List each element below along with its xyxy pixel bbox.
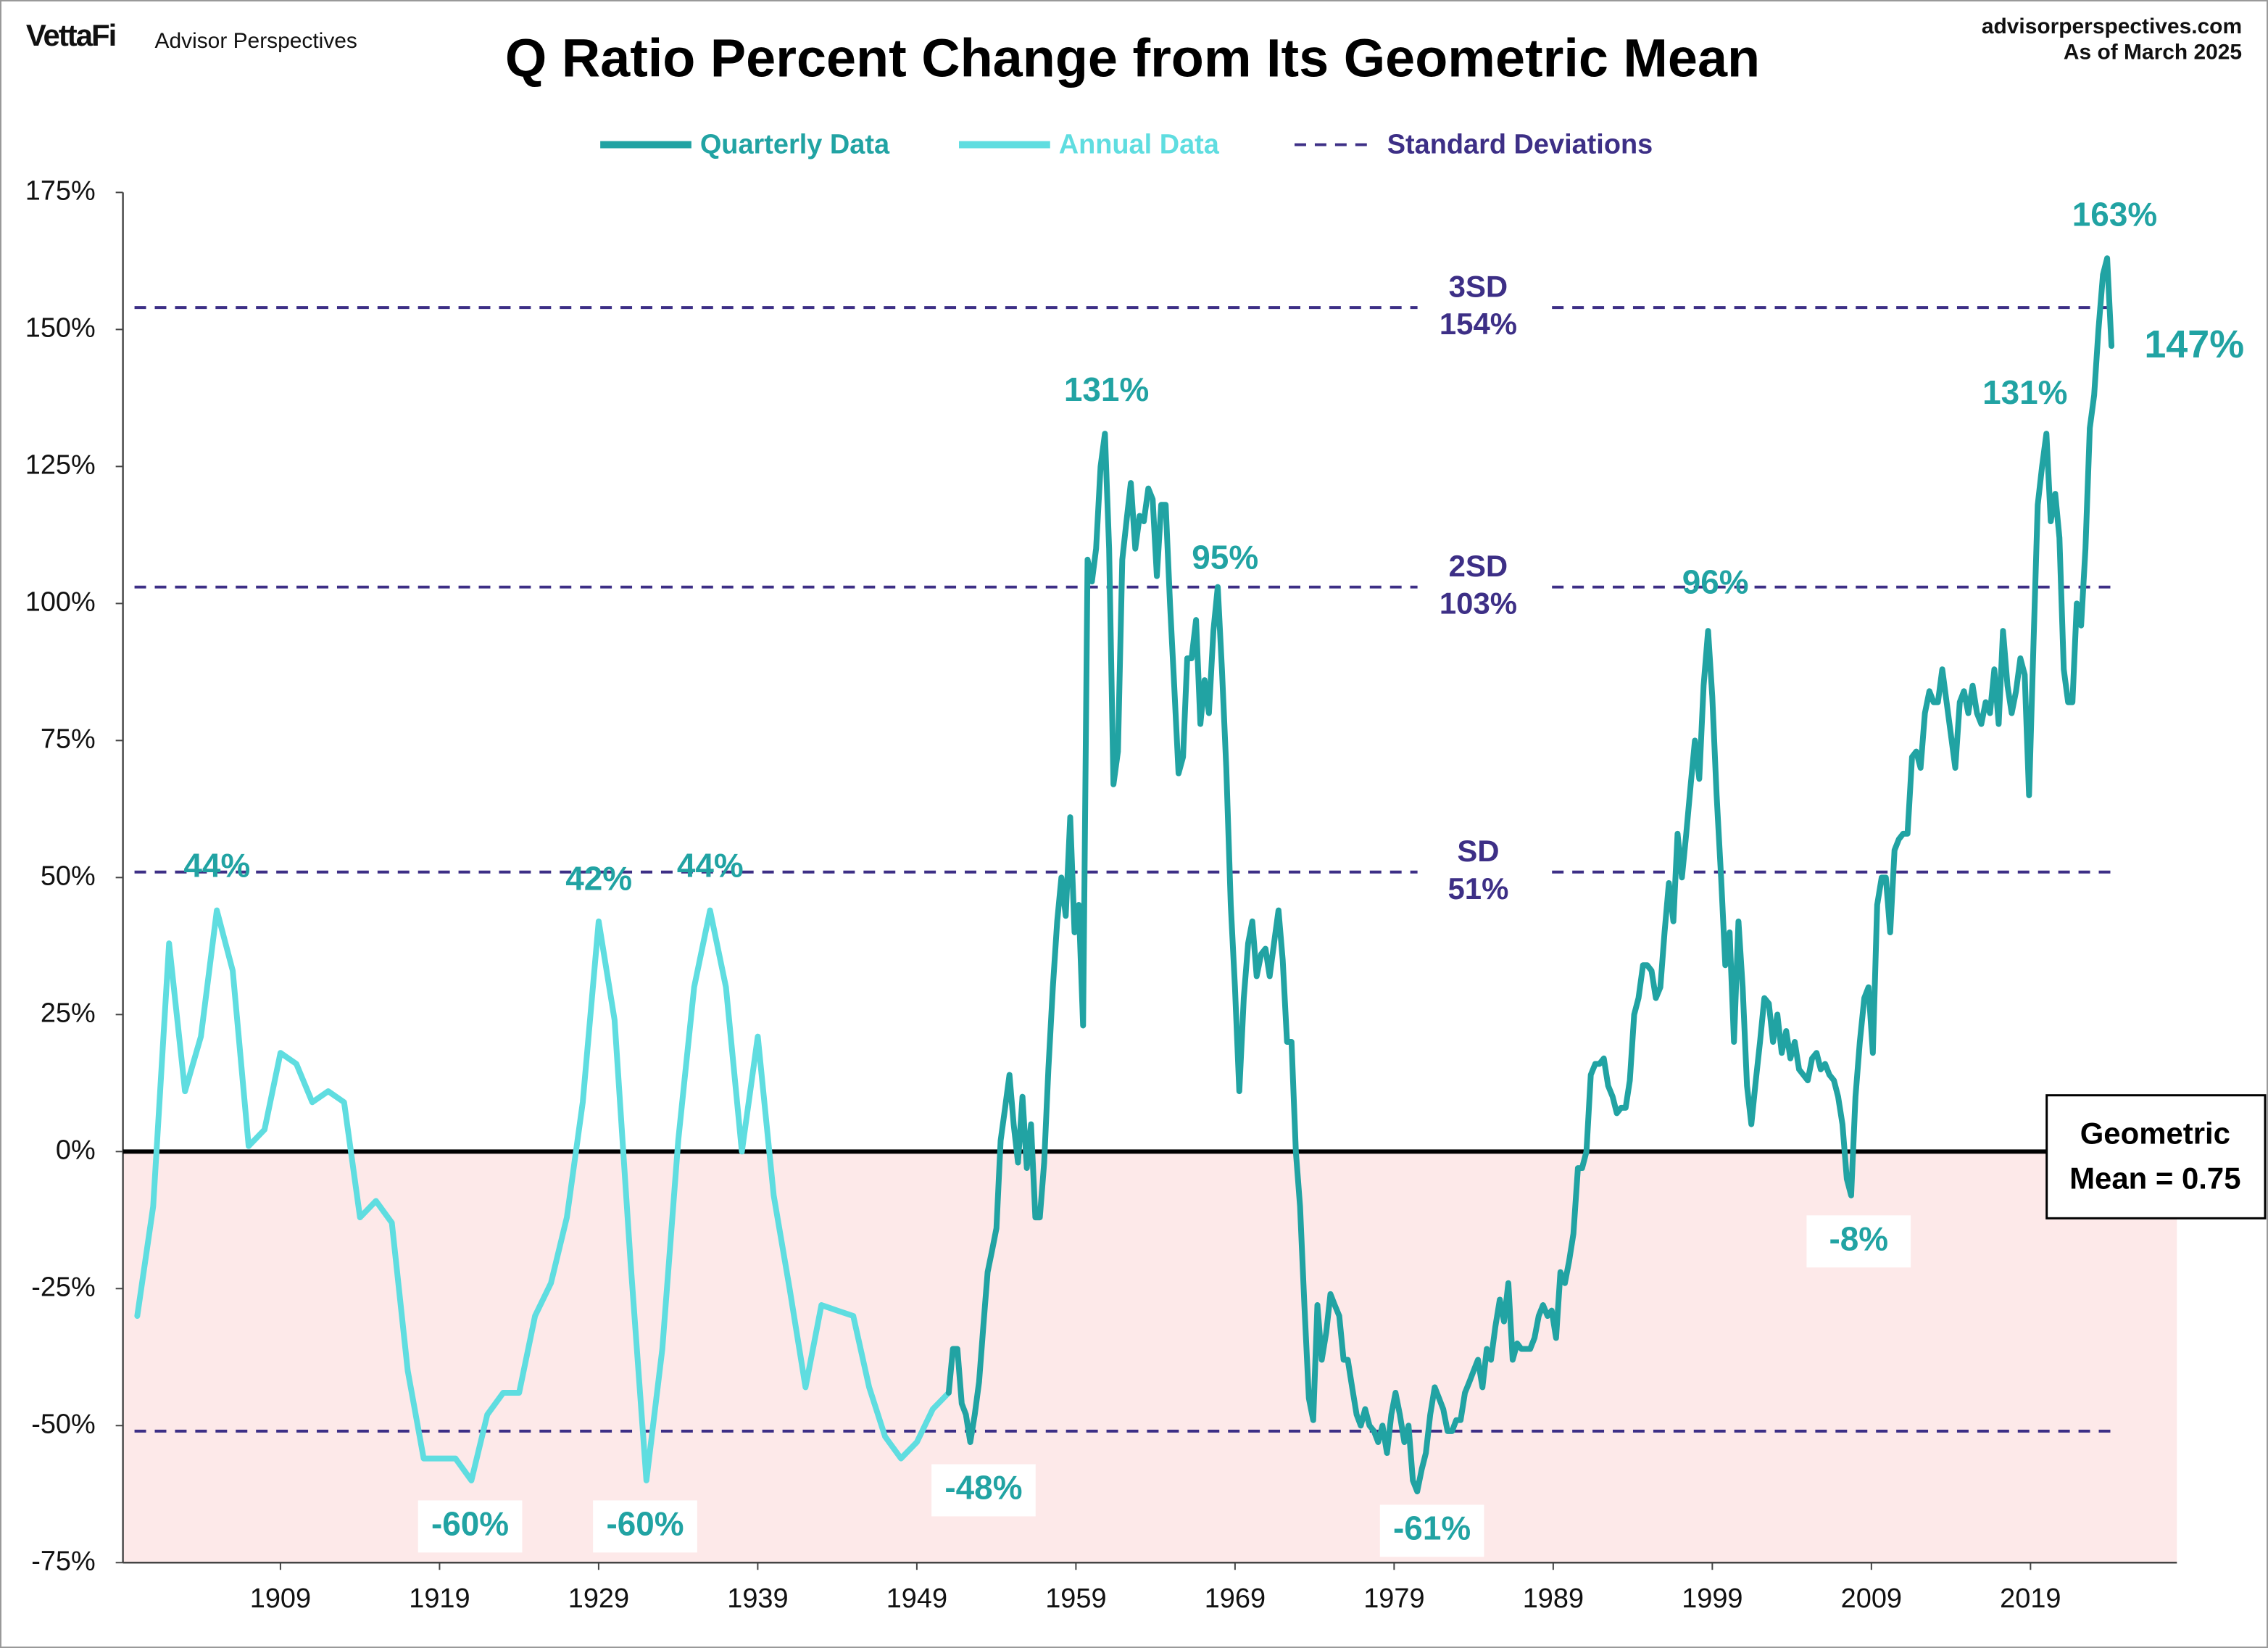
annotation: -48% [944, 1469, 1022, 1507]
legend-label: Quarterly Data [700, 130, 890, 160]
annotation: 163% [2072, 195, 2157, 233]
sd-label: 3SD [1449, 269, 1508, 303]
date-note: As of March 2025 [2064, 41, 2242, 65]
sd-value-label: 103% [1440, 587, 1517, 621]
annotation: 44% [183, 846, 250, 884]
x-tick-label: 1909 [250, 1583, 311, 1614]
y-tick-label: 25% [41, 998, 96, 1028]
y-tick-label: 50% [41, 861, 96, 891]
brand: Advisor Perspectives [155, 29, 357, 53]
data-line [134, 907, 952, 1483]
data-line [945, 255, 2115, 1495]
sd-label: 2SD [1449, 549, 1508, 583]
annotation-bg [1806, 1215, 1911, 1268]
x-tick-label: 1959 [1045, 1583, 1106, 1614]
annotation: 147% [2144, 323, 2244, 366]
sd-label-bg [1417, 270, 1545, 343]
x-tick-label: 2019 [2000, 1583, 2061, 1614]
sd-label-bg [1417, 834, 1545, 907]
y-tick-label: 150% [25, 312, 96, 343]
annotation: 131% [1064, 370, 1149, 408]
annotation: 95% [1192, 538, 1258, 576]
annotation: 96% [1682, 563, 1749, 600]
sd-value-label: 51% [1448, 871, 1509, 906]
y-tick-label: 75% [41, 724, 96, 754]
annotation: -60% [606, 1504, 684, 1542]
annotation-bg [931, 1464, 1036, 1517]
sd-label: SD [1457, 834, 1499, 868]
annotation: 131% [1982, 373, 2067, 411]
annotation: 42% [565, 859, 632, 897]
y-tick-label: 125% [25, 450, 96, 480]
mean-box-text: Mean = 0.75 [2069, 1161, 2240, 1195]
annotation: -8% [1829, 1220, 1888, 1257]
x-tick-label: 2009 [1841, 1583, 1902, 1614]
y-tick-label: -25% [31, 1272, 95, 1302]
source: advisorperspectives.com [1982, 15, 2242, 38]
chart-title: Q Ratio Percent Change from Its Geometri… [505, 28, 1760, 88]
mean-box-text: Geometric [2080, 1117, 2230, 1151]
annotation-bg [1379, 1504, 1484, 1557]
y-tick-label: 0% [56, 1135, 96, 1165]
sd-value-label: 154% [1440, 307, 1517, 341]
x-tick-label: 1969 [1205, 1583, 1266, 1614]
legend-label: Annual Data [1059, 130, 1220, 160]
mean-box [2045, 1094, 2267, 1220]
annotation-bg [418, 1500, 523, 1553]
annotation-bg [593, 1500, 697, 1553]
sd-label-bg [1417, 549, 1545, 622]
x-tick-label: 1919 [409, 1583, 470, 1614]
y-tick-label: -75% [31, 1546, 95, 1576]
y-tick-label: 100% [25, 587, 96, 617]
x-tick-label: 1929 [568, 1583, 629, 1614]
annotation: -60% [431, 1504, 509, 1542]
y-tick-label: -50% [31, 1409, 95, 1439]
legend-label: Standard Deviations [1387, 130, 1653, 160]
x-tick-label: 1939 [727, 1583, 788, 1614]
y-tick-label: 175% [25, 175, 96, 206]
x-tick-label: 1999 [1682, 1583, 1742, 1614]
annotation: 44% [677, 846, 744, 884]
annotation: -61% [1393, 1509, 1471, 1546]
x-tick-label: 1949 [886, 1583, 947, 1614]
x-tick-label: 1979 [1363, 1583, 1424, 1614]
x-tick-label: 1989 [1523, 1583, 1584, 1614]
logo: VettaFi [26, 18, 115, 52]
